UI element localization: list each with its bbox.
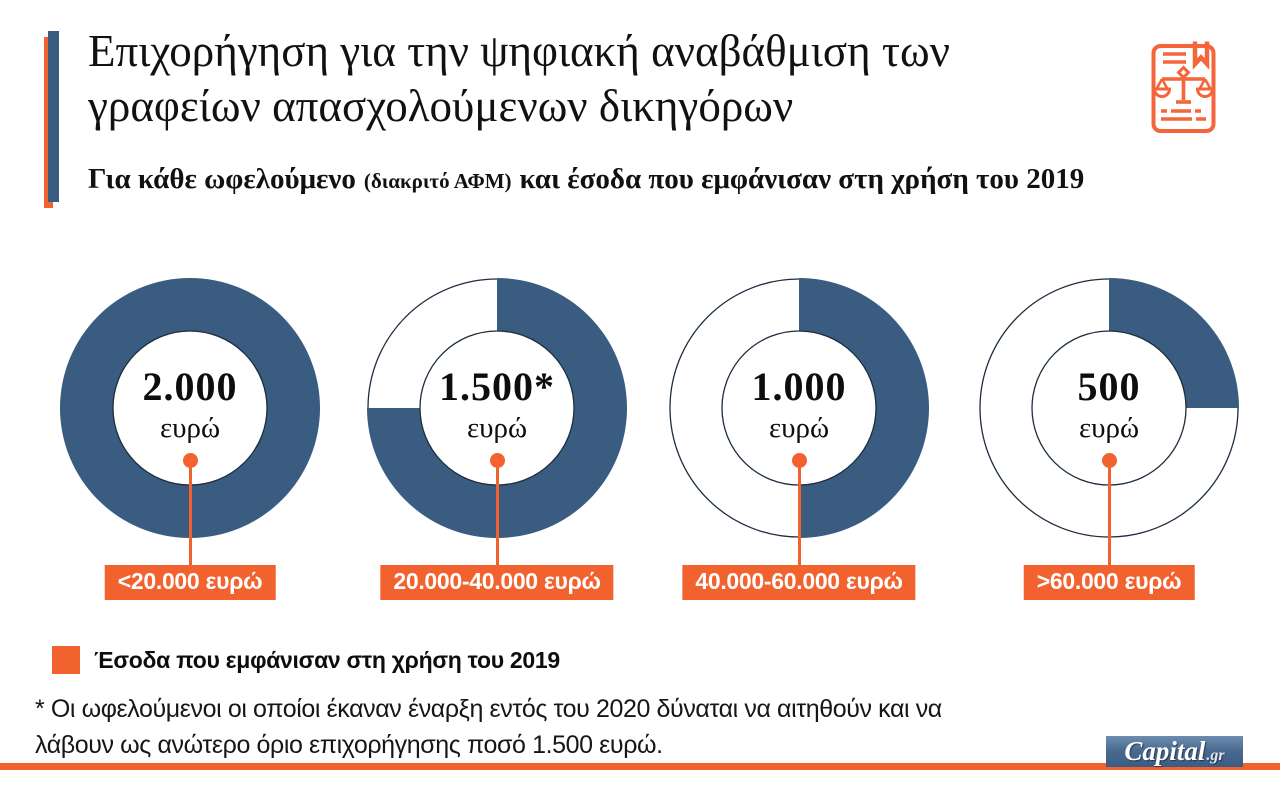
donut-amount: 1.500*: [439, 364, 555, 409]
donut-center-text: 1.000 ευρώ: [649, 363, 949, 445]
income-range-label: >60.000 ευρώ: [1023, 565, 1195, 600]
connector-dot: [182, 453, 198, 468]
logo-suffix: .gr: [1206, 747, 1225, 764]
legend-label: Έσοδα που εμφάνισαν στη χρήση του 2019: [94, 646, 560, 673]
connector-dot: [489, 453, 505, 468]
donut-center-text: 2.000 ευρώ: [40, 363, 340, 445]
donut-center-text: 1.500* ευρώ: [347, 363, 647, 445]
footer-accent-line: [0, 763, 1280, 770]
accent-bar-blue: [48, 31, 59, 202]
connector-line: [1107, 461, 1111, 565]
capital-gr-logo: Capital .gr: [1106, 736, 1243, 767]
donut-chart-cell: 500 ευρώ >60.000 ευρώ: [959, 277, 1259, 607]
legal-document-scales-icon: [1151, 41, 1216, 133]
page-title: Επιχορήγηση για την ψηφιακή αναβάθμιση τ…: [88, 26, 950, 131]
page-subtitle: Για κάθε ωφελούμενο (διακριτό ΑΦΜ) και έσο…: [88, 163, 1248, 196]
donut-amount: 1.000: [751, 364, 847, 409]
connector-dot: [791, 453, 807, 468]
logo-text: Capital: [1124, 736, 1206, 766]
donut-chart-cell: 2.000 ευρώ <20.000 ευρώ: [40, 277, 340, 607]
income-range-label: 40.000-60.000 ευρώ: [682, 565, 916, 600]
subtitle-rest: και έσοδα που εμφάνισαν στη χρήση του 20…: [519, 163, 1085, 195]
connector-dot: [1101, 453, 1117, 468]
donut-unit: ευρώ: [768, 412, 830, 444]
donut-center-text: 500 ευρώ: [959, 363, 1259, 445]
income-range-label: <20.000 ευρώ: [104, 565, 276, 600]
donut-amount: 2.000: [142, 364, 238, 409]
donut-unit: ευρώ: [1078, 412, 1140, 444]
donut-chart: [979, 278, 1239, 538]
income-range-label: 20.000-40.000 ευρώ: [380, 565, 614, 600]
connector-line: [797, 461, 801, 565]
subtitle-paren: (διακριτό ΑΦΜ): [363, 169, 512, 193]
footnote: * Οι ωφελούμενοι οι οποίοι έκαναν έναρξη…: [35, 695, 942, 759]
subtitle-lead: Για κάθε ωφελούμενο: [88, 163, 356, 195]
donut-unit: ευρώ: [466, 412, 528, 444]
donut-chart: [367, 278, 627, 538]
connector-line: [188, 461, 192, 565]
donut-unit: ευρώ: [159, 412, 221, 444]
donut-amount: 500: [1077, 364, 1141, 409]
connector-line: [495, 461, 499, 565]
donut-chart: [60, 278, 320, 538]
chart-legend: Έσοδα που εμφάνισαν στη χρήση του 2019: [52, 646, 560, 674]
donut-chart-cell: 1.500* ευρώ 20.000-40.000 ευρώ: [347, 277, 647, 607]
donut-chart-cell: 1.000 ευρώ 40.000-60.000 ευρώ: [649, 277, 949, 607]
donut-chart: [669, 278, 929, 538]
legend-swatch: [52, 646, 80, 674]
